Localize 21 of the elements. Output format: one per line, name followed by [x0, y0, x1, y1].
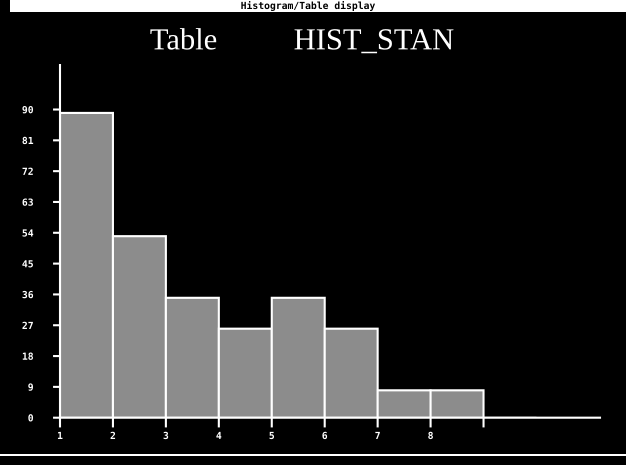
y-tick-label: 27	[22, 322, 33, 329]
text: Histogram/Table display	[241, 1, 376, 11]
x-tick-label: 6	[322, 432, 328, 440]
x-tick-label: 8	[428, 432, 433, 440]
x-tick-label: 7	[375, 432, 380, 439]
y-tick-label: 45	[22, 260, 33, 268]
x-tick-label: 3	[164, 432, 168, 440]
y-tick-label: 72	[22, 168, 33, 175]
y-tick-label: 36	[22, 290, 34, 298]
y-tick-label: 63	[22, 198, 33, 206]
y-tick-label: 81	[22, 136, 34, 144]
y-tick-label: 54	[22, 229, 34, 237]
x-tick-label: 1	[58, 432, 62, 439]
x-tick-label: 2	[110, 432, 116, 439]
x-tick-label: 4	[216, 432, 222, 439]
chart-title: Table HIST_STAN	[150, 28, 454, 54]
y-tick-label: 18	[22, 352, 33, 360]
y-tick-label: 90	[22, 106, 34, 114]
y-tick-label: 9	[28, 383, 33, 391]
y-tick-label: 0	[28, 414, 34, 422]
x-tick-label: 5	[270, 432, 274, 440]
